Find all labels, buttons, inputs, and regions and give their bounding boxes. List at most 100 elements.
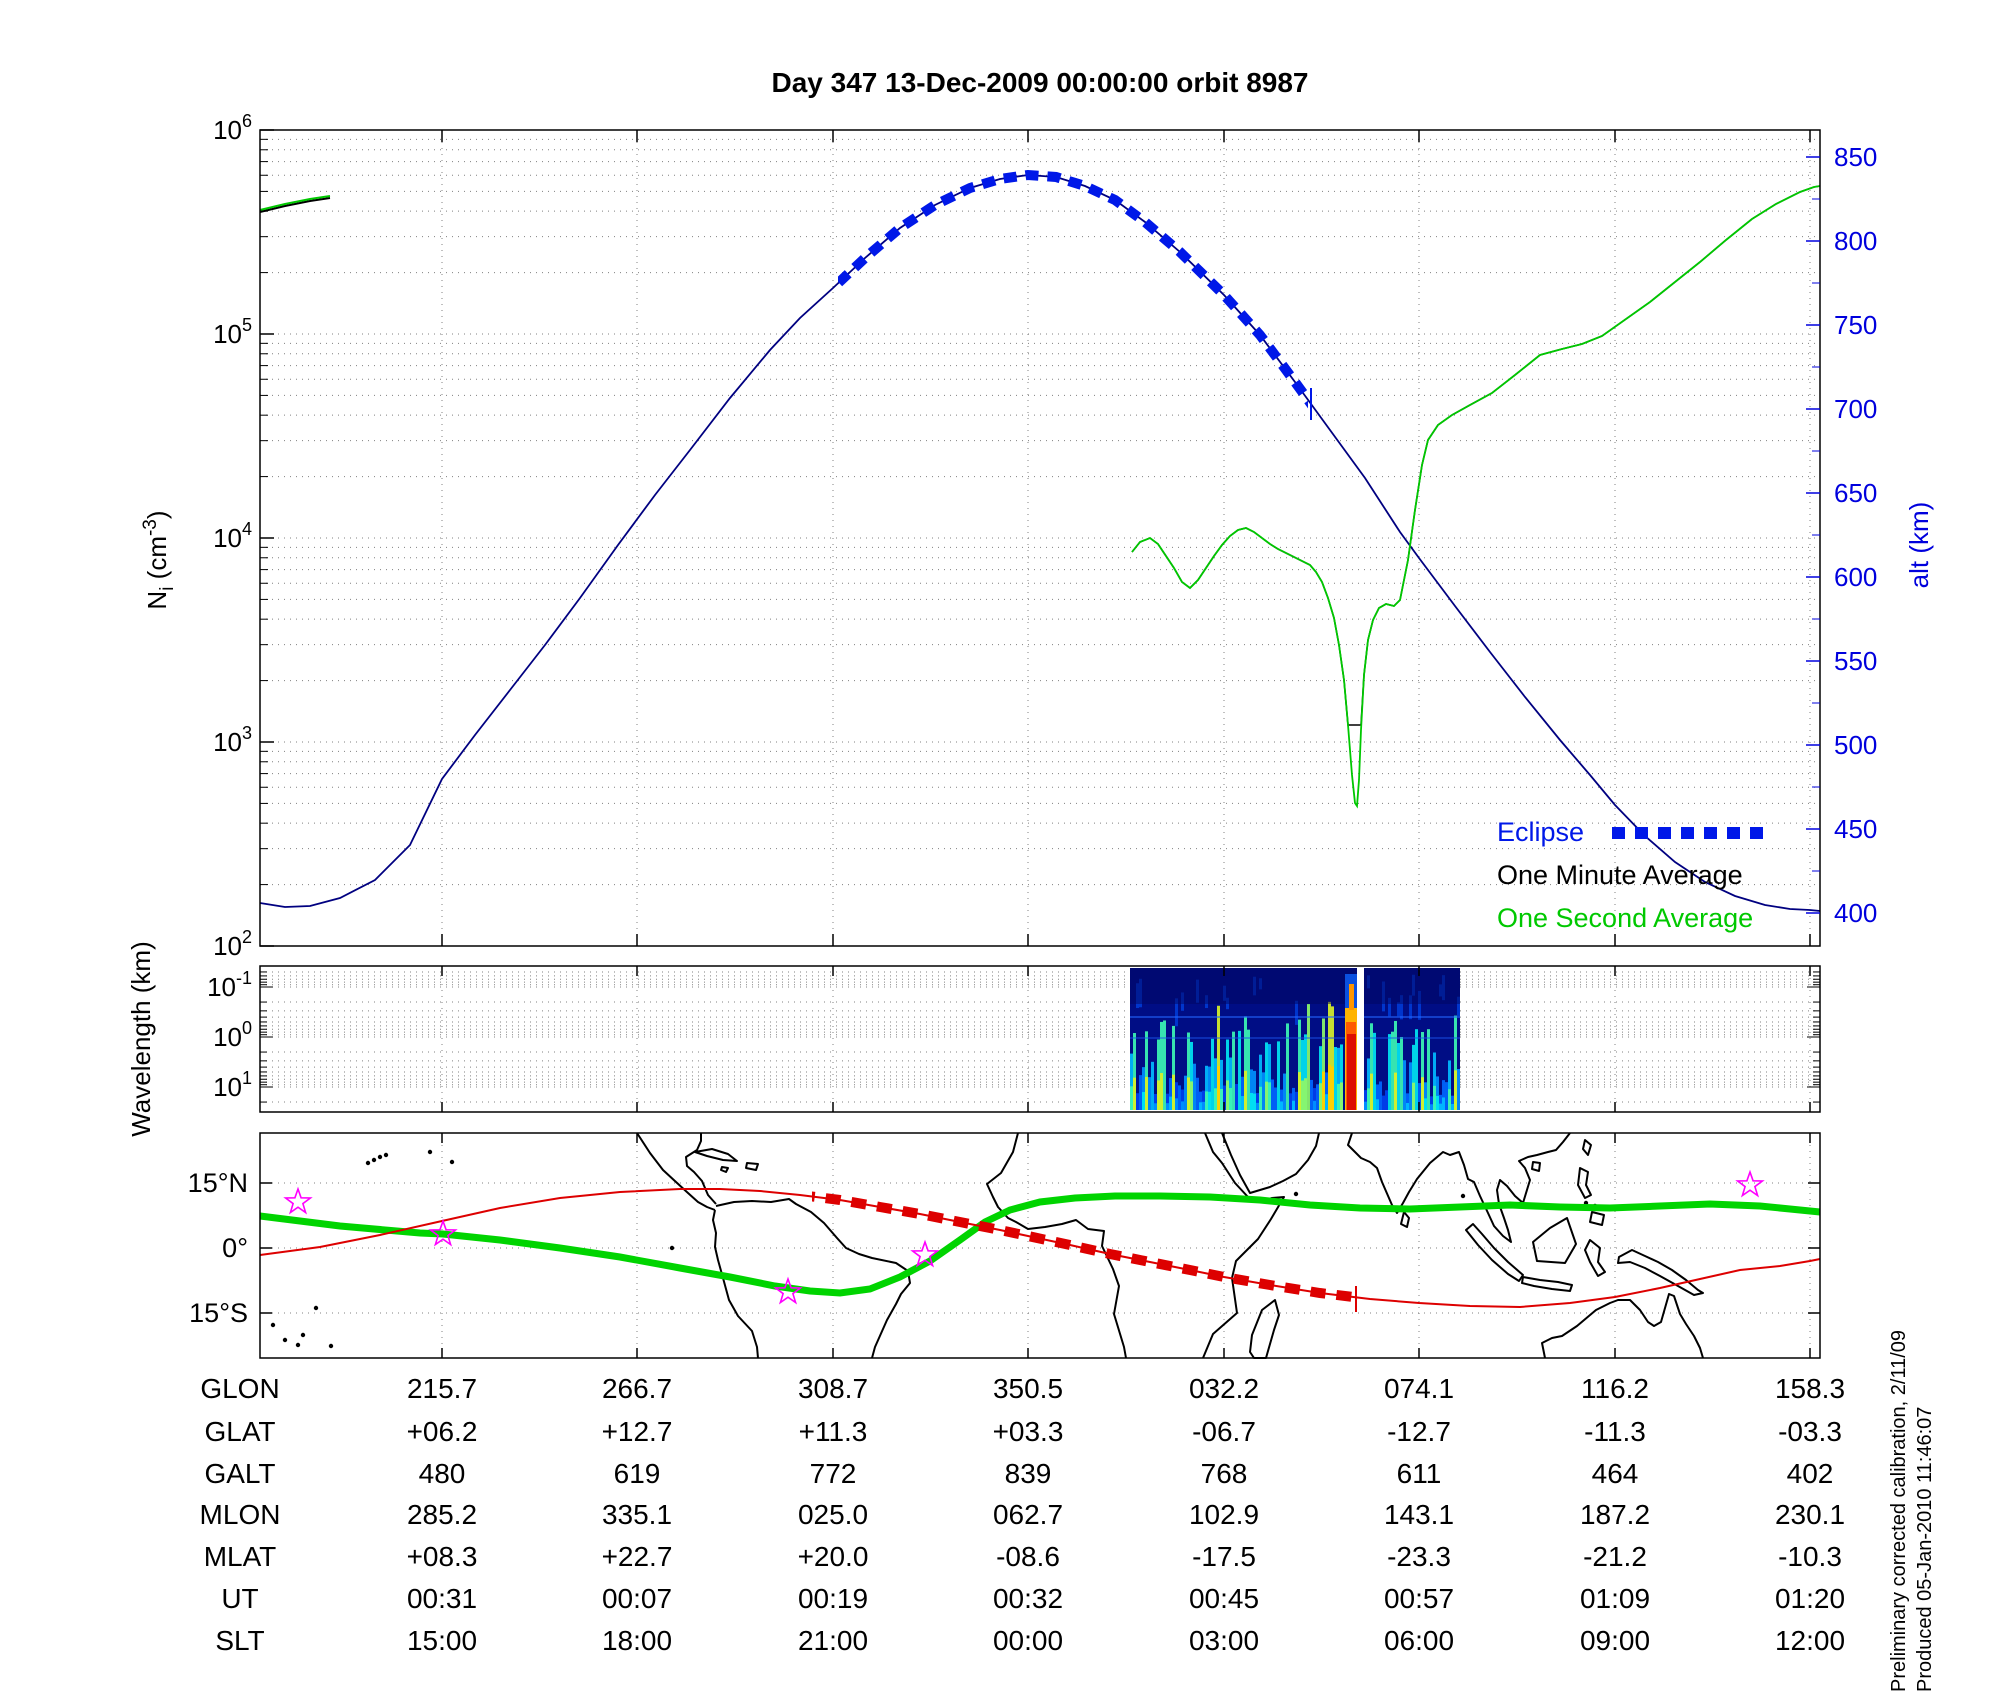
eclipse-ground-track	[812, 1191, 1352, 1302]
star-marker	[910, 1239, 940, 1268]
star-marker	[773, 1276, 803, 1305]
island-dot	[282, 1337, 288, 1343]
table-cell: 00:32	[993, 1583, 1063, 1614]
alt-tick-label: 850	[1834, 142, 1877, 172]
table-cell: 772	[810, 1458, 857, 1489]
island-dot	[1460, 1193, 1466, 1199]
table-cell: 768	[1201, 1458, 1248, 1489]
side-note-2: Produced 05-Jan-2010 11:46:07	[1914, 1407, 1936, 1692]
alt-tick-label: 400	[1834, 898, 1877, 928]
coastline	[694, 1148, 738, 1162]
ni-tick-label: 105	[213, 315, 252, 349]
legend-one-minute: One Minute Average	[1497, 860, 1743, 890]
coastline	[1589, 1211, 1605, 1226]
wavelength-tick-label: 10-1	[207, 968, 252, 1002]
coastline	[1531, 1161, 1541, 1172]
island-dot	[328, 1343, 334, 1349]
one-minute-average-start	[259, 197, 331, 213]
table-cell: 15:00	[407, 1625, 477, 1656]
table-cell: +20.0	[798, 1541, 869, 1572]
table-row-label: GLAT	[204, 1416, 275, 1447]
star-marker	[1735, 1169, 1765, 1198]
coastline	[715, 1198, 911, 1359]
table-cell: +11.3	[799, 1416, 868, 1447]
island-dot	[377, 1154, 383, 1160]
table-cell: 464	[1592, 1458, 1639, 1489]
table-cell: 00:31	[407, 1583, 477, 1614]
table-cell: -08.6	[996, 1541, 1060, 1572]
coastline	[1521, 1276, 1573, 1292]
eclipse-markers	[838, 169, 1308, 409]
altitude-curve	[259, 174, 1821, 912]
gridlines	[260, 129, 1820, 1358]
table-cell: 12:00	[1775, 1625, 1845, 1656]
table-cell: 480	[419, 1458, 466, 1489]
star-marker	[283, 1186, 313, 1215]
alt-tick-label: 450	[1834, 814, 1877, 844]
alt-tick-label: 500	[1834, 730, 1877, 760]
table-cell: 335.1	[602, 1499, 672, 1530]
table-cell: 839	[1005, 1458, 1052, 1489]
table-cell: -17.5	[1192, 1541, 1256, 1572]
table-cell: +03.3	[993, 1416, 1064, 1447]
alt-tick-label: 750	[1834, 310, 1877, 340]
table-cell: 116.2	[1581, 1373, 1649, 1404]
table-cell: 215.7	[407, 1373, 477, 1404]
table-cell: +06.2	[407, 1416, 478, 1447]
table-cell: 06:00	[1384, 1625, 1454, 1656]
island-dot	[383, 1152, 389, 1158]
coastline	[1582, 1139, 1592, 1156]
alt-axis-label: alt (km)	[1904, 502, 1934, 589]
table-cell: 21:00	[798, 1625, 868, 1656]
table-cell: +08.3	[407, 1541, 478, 1572]
alt-tick-label: 600	[1834, 562, 1877, 592]
wavelength-spectrogram	[1130, 968, 1460, 1110]
alt-tick-label: 650	[1834, 478, 1877, 508]
magnetic-equator-track	[259, 1192, 1821, 1297]
legend-eclipse: Eclipse	[1497, 817, 1584, 847]
table-cell: 00:07	[602, 1583, 672, 1614]
wavelength-tick-label: 101	[213, 1068, 252, 1102]
coastline	[1400, 1211, 1410, 1228]
coastline	[986, 1132, 1127, 1359]
coastline	[745, 1162, 759, 1171]
coastline	[1577, 1167, 1592, 1199]
alt-tick-label: 800	[1834, 226, 1877, 256]
table-cell: 074.1	[1384, 1373, 1454, 1404]
table-cell: -21.2	[1583, 1541, 1647, 1572]
table-cell: 062.7	[993, 1499, 1063, 1530]
table-cell: -12.7	[1387, 1416, 1451, 1447]
coastline	[1249, 1299, 1280, 1359]
top-panel-curves	[259, 169, 1821, 912]
table-cell: 032.2	[1189, 1373, 1259, 1404]
coastline	[1541, 1293, 1704, 1359]
island-dot	[1293, 1191, 1299, 1197]
table-cell: 143.1	[1384, 1499, 1454, 1530]
coastline	[1221, 1132, 1320, 1194]
legend-one-second: One Second Average	[1497, 903, 1753, 933]
table-cell: 187.2	[1580, 1499, 1650, 1530]
island-dot	[295, 1342, 301, 1348]
island-dot	[270, 1322, 276, 1328]
ni-tick-label: 104	[213, 519, 252, 553]
map-lat-label: 0°	[222, 1233, 248, 1263]
table-row-label: SLT	[215, 1625, 264, 1656]
island-dot	[300, 1332, 306, 1338]
table-row-label: MLON	[200, 1499, 281, 1530]
table-cell: 158.3	[1775, 1373, 1845, 1404]
coastline	[1532, 1217, 1577, 1264]
alt-tick-label: 550	[1834, 646, 1877, 676]
table-row-label: MLAT	[204, 1541, 277, 1572]
coastline	[1617, 1249, 1704, 1296]
alt-tick-label: 700	[1834, 394, 1877, 424]
table-cell: 00:00	[993, 1625, 1063, 1656]
coastline	[685, 1133, 717, 1205]
one-minute-average	[1131, 185, 1821, 726]
table-cell: 09:00	[1580, 1625, 1650, 1656]
table-row-label: UT	[221, 1583, 258, 1614]
table-cell: 402	[1787, 1458, 1834, 1489]
island-dot	[427, 1149, 433, 1155]
island-dot	[365, 1160, 371, 1166]
side-note-1: Preliminary corrected calibration, 2/11/…	[1888, 1330, 1910, 1692]
one-second-average	[1131, 185, 1821, 809]
